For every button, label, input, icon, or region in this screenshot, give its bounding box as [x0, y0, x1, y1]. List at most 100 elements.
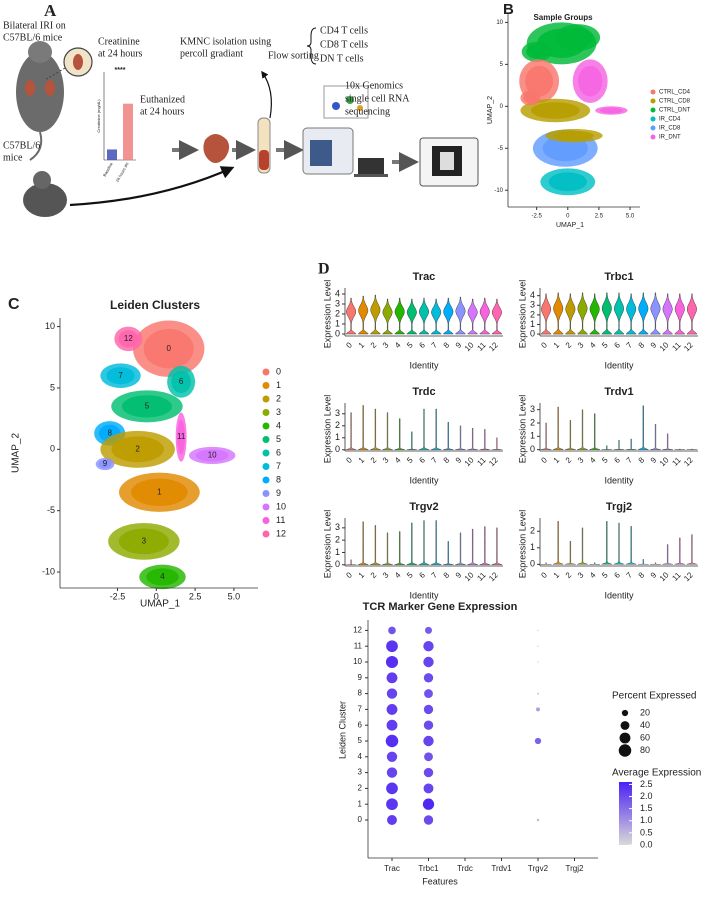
y-tick-label: 3	[358, 768, 363, 777]
cluster-label: 6	[179, 377, 184, 386]
dot	[388, 626, 396, 635]
cell-cloud-core	[121, 395, 172, 418]
axis-label: Expression Level	[322, 280, 332, 349]
cell-cloud-core	[195, 449, 229, 462]
panel-label: B	[503, 1, 514, 18]
y-tick-label: 7	[358, 705, 363, 714]
cell-cloud-core	[118, 528, 169, 555]
bar	[123, 103, 133, 160]
dot	[387, 815, 397, 825]
x-tick-label: 10	[658, 455, 671, 468]
violin	[370, 525, 381, 566]
violin	[686, 293, 698, 335]
legend-label: 9	[276, 488, 281, 498]
legend-label: CTRL_CD4	[659, 90, 691, 96]
cluster-label: 8	[107, 428, 112, 437]
violin	[540, 422, 552, 450]
x-tick-label: 4	[393, 340, 403, 350]
violin	[370, 408, 381, 451]
violin	[394, 531, 406, 566]
legend-dot	[621, 709, 629, 717]
x-tick-label: 2.5	[189, 591, 202, 601]
legend-swatch	[262, 476, 270, 484]
violin	[406, 431, 418, 451]
tail	[29, 131, 43, 161]
violin	[565, 540, 576, 565]
dot	[537, 661, 539, 663]
x-tick-label: 5	[600, 455, 610, 465]
annotation: percoll gradiant	[180, 48, 243, 59]
x-tick-label: Trac	[384, 864, 400, 873]
dot	[536, 707, 540, 712]
annotation: C57BL/6	[3, 140, 40, 151]
panel-label: C	[8, 296, 20, 313]
annotation: CD8 T cells	[320, 39, 368, 50]
y-tick-label: 3	[335, 408, 340, 418]
x-tick-label: 6	[417, 340, 427, 350]
y-tick-label: -10	[494, 188, 503, 194]
x-tick-label: 8	[637, 570, 647, 580]
axis-label: Expression Level	[517, 280, 527, 349]
violin	[601, 445, 613, 450]
violin	[589, 413, 601, 450]
x-tick-label: 5	[600, 570, 610, 580]
annotation: DN T cells	[320, 53, 364, 64]
axis-label: Identity	[409, 590, 439, 600]
x-tick-label: 2	[564, 570, 574, 580]
cell-cloud-core	[526, 44, 548, 59]
tube-pellet	[259, 150, 269, 170]
x-tick-label: 12	[487, 455, 500, 468]
dot	[386, 798, 398, 811]
legend-label: 80	[640, 745, 650, 755]
x-tick-label: 7	[430, 455, 440, 465]
violin	[430, 408, 442, 451]
annotation: mice	[3, 152, 23, 163]
mouse-head	[33, 171, 51, 189]
violin	[442, 297, 454, 335]
annotation: sequencing	[345, 106, 390, 117]
legend-swatch	[262, 368, 270, 376]
axis-label: Identity	[409, 475, 439, 485]
legend-label: 4	[276, 420, 281, 430]
y-tick-label: 1	[335, 318, 340, 328]
axis-label: Identity	[604, 360, 634, 370]
dot	[423, 673, 434, 683]
axis-label: Identity	[409, 360, 439, 370]
legend-label: 7	[276, 461, 281, 471]
x-tick-label: Trgj2	[566, 864, 584, 873]
y-tick-label: 1	[530, 319, 535, 329]
mouse	[16, 52, 64, 132]
x-tick-label: 6	[612, 340, 622, 350]
x-tick-label: 0	[566, 214, 570, 220]
x-tick-label: 7	[625, 455, 635, 465]
y-tick-label: -5	[498, 146, 504, 152]
legend-swatch	[262, 409, 270, 416]
cluster-label: 10	[208, 451, 217, 460]
violin	[491, 527, 503, 566]
y-tick-label: 0	[358, 815, 363, 824]
x-tick-label: 9	[649, 340, 659, 350]
y-tick-label: -10	[42, 566, 55, 576]
legend-swatch	[262, 382, 270, 389]
x-tick-label: 3	[576, 455, 586, 465]
x-tick-label: 7	[625, 340, 635, 350]
colorbar	[619, 782, 632, 845]
legend-label: 2	[276, 393, 281, 403]
x-tick-label: 9	[649, 455, 659, 465]
legend-label: 0.0	[640, 839, 653, 849]
violin	[394, 297, 406, 335]
axis-label: Expression Level	[517, 395, 527, 464]
violin	[430, 298, 442, 335]
scatter-cloud	[94, 320, 236, 590]
y-tick-label: 2	[335, 308, 340, 318]
violin	[577, 292, 589, 335]
x-tick-label: 1	[552, 340, 562, 350]
panel-label: A	[44, 1, 57, 20]
flow-plot-cluster	[346, 96, 354, 104]
y-tick-label: 4	[358, 752, 363, 761]
y-tick-label: 1	[358, 799, 363, 808]
chart-title: TCR Marker Gene Expression	[363, 601, 518, 613]
flow-plot	[323, 85, 369, 119]
dot	[386, 751, 398, 762]
y-tick-label: 0	[335, 444, 340, 454]
